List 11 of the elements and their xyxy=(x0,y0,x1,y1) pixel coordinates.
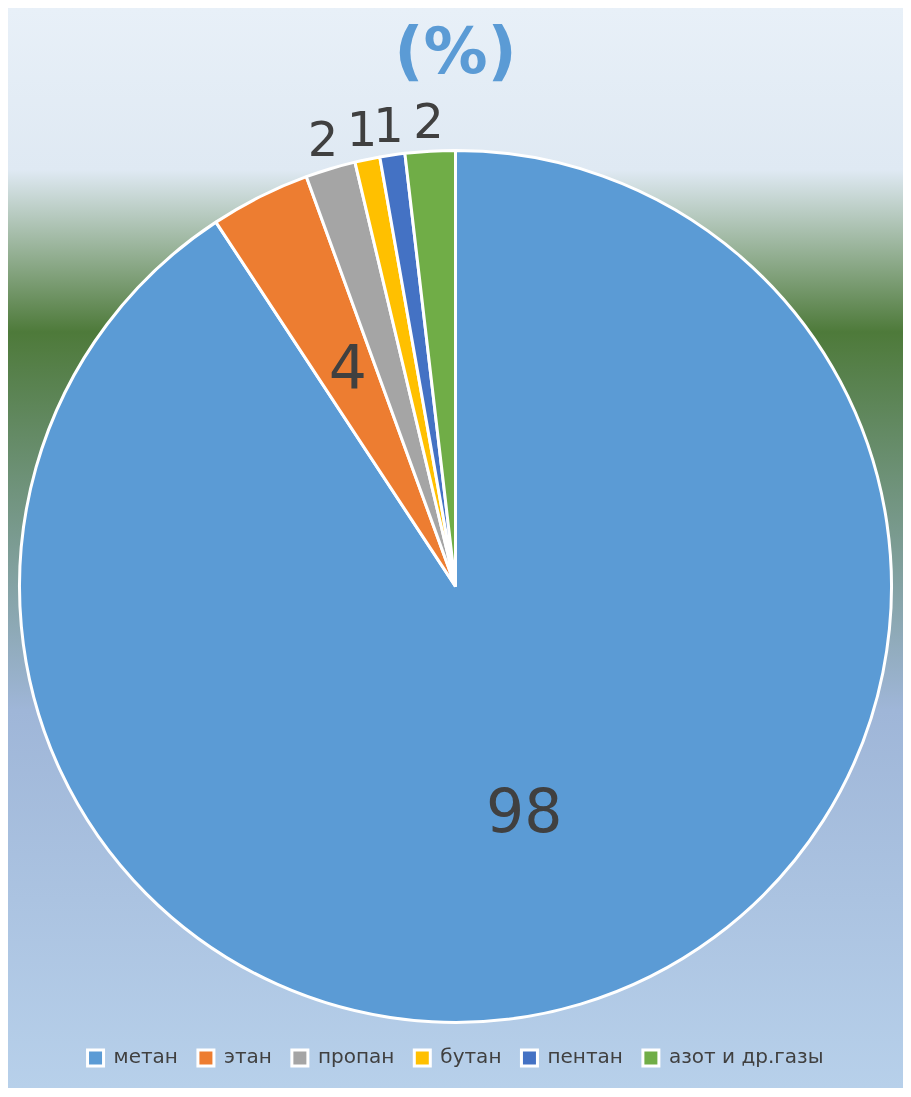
data-label: 4 xyxy=(328,331,367,402)
chart-title: (%) xyxy=(394,14,517,89)
data-label: 2 xyxy=(307,111,339,168)
data-label: 2 xyxy=(413,92,444,149)
data-label: 98 xyxy=(486,775,563,846)
legend-label: пентан xyxy=(547,1044,623,1069)
legend-label: бутан xyxy=(440,1044,502,1069)
legend-label: этан xyxy=(223,1044,272,1069)
legend-label: пропан xyxy=(317,1044,395,1069)
legend-label: метан xyxy=(113,1044,178,1069)
legend-label: азот и др.газы xyxy=(668,1044,824,1069)
